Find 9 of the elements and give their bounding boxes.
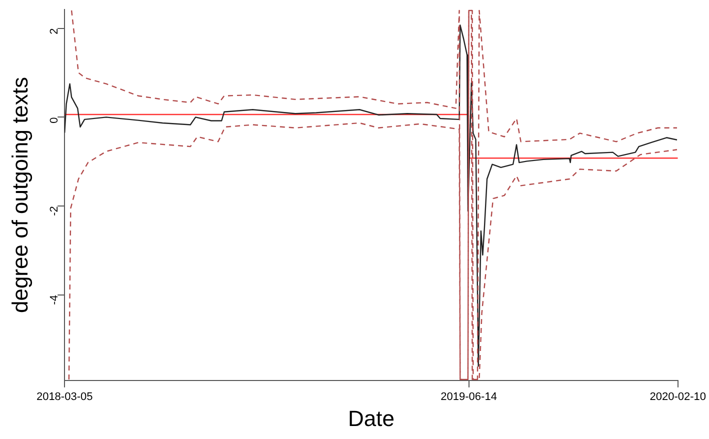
x-tick-label: 2020-02-10 xyxy=(650,391,706,404)
x-tick-label: 2018-03-05 xyxy=(36,391,93,404)
y-tick-label: 0 xyxy=(48,117,61,124)
y-tick-label: 2 xyxy=(48,28,61,34)
y-axis-title: degree of outgoing texts xyxy=(7,76,32,314)
y-tick-label: -2 xyxy=(48,206,61,216)
y-tick-label: -4 xyxy=(48,295,61,305)
x-axis-title: Date xyxy=(348,406,394,431)
x-tick-label: 2019-06-14 xyxy=(440,391,497,404)
